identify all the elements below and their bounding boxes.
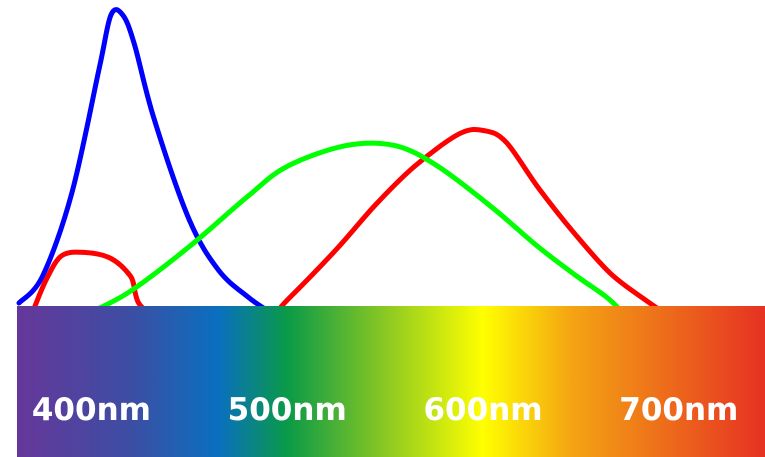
tick-label-700: 700nm (619, 392, 738, 428)
tick-label-500: 500nm (228, 392, 347, 428)
curves-layer (16, 7, 666, 318)
wavelength-tick-labels: 400nm 500nm 600nm 700nm (32, 392, 739, 428)
red-cone-curve (30, 126, 666, 318)
blue-cone-curve (16, 7, 273, 315)
green-cone-curve (88, 140, 625, 315)
tick-label-400: 400nm (32, 392, 151, 428)
tick-label-600: 600nm (423, 392, 542, 428)
visible-spectrum-bar (17, 306, 765, 457)
